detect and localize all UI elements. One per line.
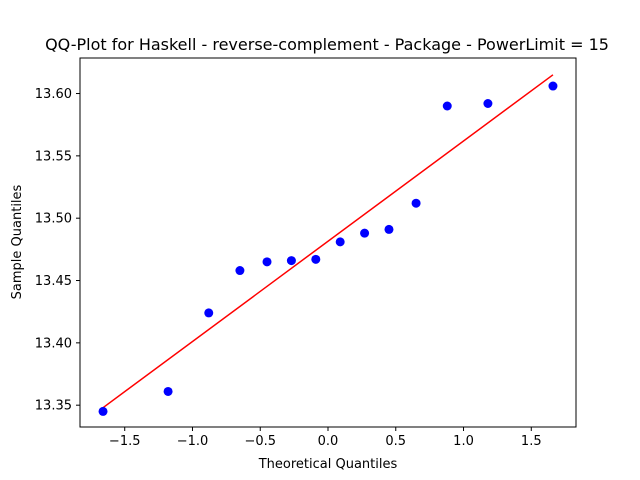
x-tick-label: −1.0 bbox=[177, 434, 209, 449]
data-point bbox=[360, 228, 370, 238]
x-tick-label: −1.5 bbox=[109, 434, 141, 449]
data-point bbox=[311, 254, 321, 264]
x-tick-label: −0.5 bbox=[244, 434, 276, 449]
x-tick-label: 1.5 bbox=[521, 434, 542, 449]
reference-line bbox=[102, 74, 554, 409]
x-axis: −1.5 −1.0 −0.5 0.0 0.5 1.0 1.5 bbox=[109, 427, 542, 449]
data-point bbox=[411, 198, 421, 208]
data-point bbox=[262, 257, 272, 267]
y-axis-label: Sample Quantiles bbox=[10, 184, 25, 299]
data-point bbox=[98, 406, 108, 416]
data-point bbox=[483, 99, 493, 109]
data-point bbox=[163, 386, 173, 396]
y-axis: 13.35 13.40 13.45 13.50 13.55 13.60 bbox=[35, 87, 80, 414]
x-tick-label: 1.0 bbox=[453, 434, 474, 449]
y-tick-label: 13.40 bbox=[35, 336, 72, 351]
y-tick-label: 13.45 bbox=[35, 274, 72, 289]
x-tick-label: 0.5 bbox=[385, 434, 406, 449]
data-point bbox=[204, 308, 214, 318]
chart-title: QQ-Plot for Haskell - reverse-complement… bbox=[45, 35, 609, 54]
x-tick-label: 0.0 bbox=[318, 434, 339, 449]
y-tick-label: 13.55 bbox=[35, 149, 72, 164]
data-point bbox=[286, 256, 296, 266]
y-tick-label: 13.60 bbox=[35, 87, 72, 102]
data-point bbox=[548, 81, 558, 91]
data-point bbox=[384, 224, 394, 234]
data-point bbox=[335, 237, 345, 247]
series-layer bbox=[98, 74, 558, 416]
data-point bbox=[442, 101, 452, 111]
y-tick-label: 13.35 bbox=[35, 399, 72, 414]
y-tick-label: 13.50 bbox=[35, 212, 72, 227]
data-point bbox=[235, 266, 245, 276]
x-axis-label: Theoretical Quantiles bbox=[258, 457, 398, 472]
